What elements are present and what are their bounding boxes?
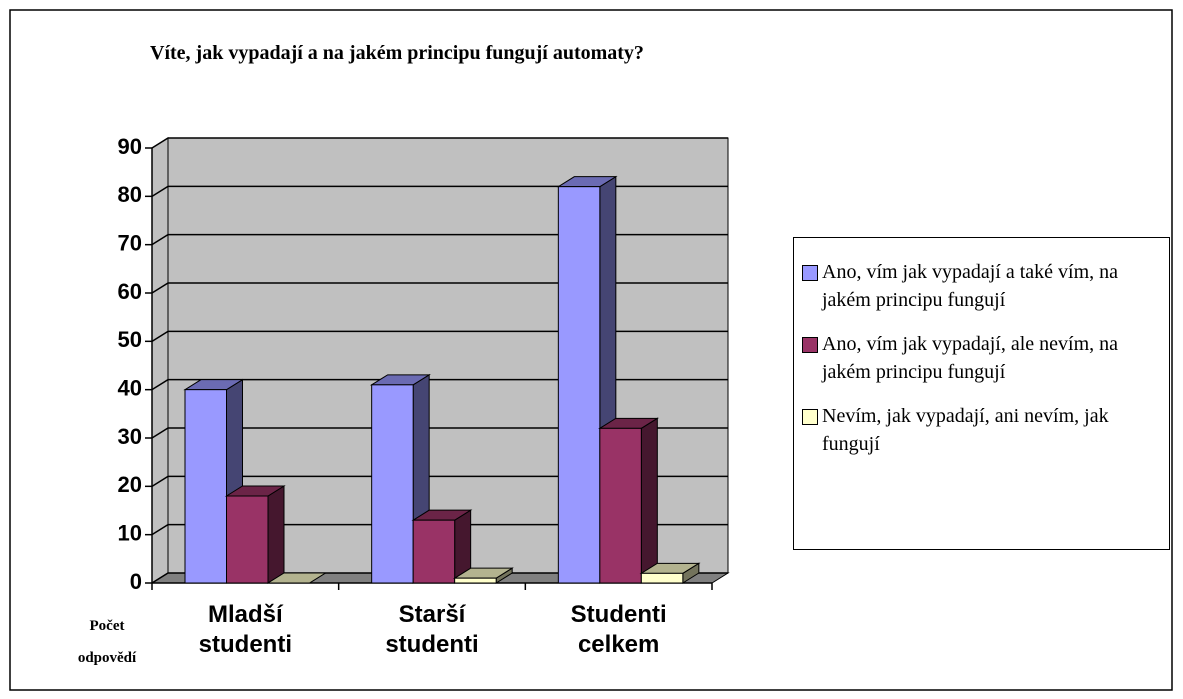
legend-swatch: [802, 265, 818, 281]
grid-line: [151, 233, 728, 246]
grid-line: [151, 523, 728, 536]
bar: [224, 485, 286, 584]
y-tick-label: 30: [118, 424, 142, 449]
legend-item: Nevím, jak vypadají, ani nevím, jak fung…: [802, 402, 1161, 458]
bar: [639, 562, 701, 584]
bar-front: [226, 495, 269, 584]
y-tick-label: 20: [118, 472, 142, 497]
grid-line: [151, 330, 728, 342]
frame: [9, 9, 1173, 691]
bar-front: [599, 427, 642, 584]
y-tick-label: 90: [118, 134, 142, 159]
bar-side: [640, 417, 658, 584]
grid-line: [151, 427, 728, 439]
legend-label: Nevím, jak vypadají, ani nevím, jak fung…: [822, 405, 1109, 455]
x-tick-label: Mladší studenti: [198, 601, 292, 658]
y-tick-label: 60: [118, 279, 142, 304]
bar-front: [184, 389, 227, 584]
y-tick-label: 40: [118, 375, 142, 400]
grid-line: [151, 475, 728, 487]
grid-line: [151, 282, 728, 294]
bar-front: [371, 384, 414, 584]
legend-label: Ano, vím jak vypadají, ale nevím, na jak…: [822, 333, 1119, 383]
bar-front: [557, 186, 601, 584]
side-wall: [151, 137, 169, 584]
y-axis-label: Počet odpovědí: [77, 618, 137, 666]
grid-line: [151, 378, 728, 391]
legend-item: Ano, vím jak vypadají, ale nevím, na jak…: [802, 330, 1161, 386]
x-tick-label: Starší studenti: [385, 601, 479, 658]
grid-line: [151, 572, 728, 584]
y-tick-label: 70: [118, 230, 142, 255]
bar-side: [267, 485, 285, 584]
grid-line: [151, 137, 728, 149]
y-tick-label: 0: [130, 569, 142, 594]
bar-top: [266, 572, 328, 584]
bar-front: [640, 572, 684, 584]
legend-item: Ano, vím jak vypadají a také vím, na jak…: [802, 258, 1161, 314]
legend-swatch: [802, 337, 818, 353]
bar: [411, 509, 473, 584]
bar: [556, 175, 618, 584]
legend-swatch: [802, 409, 818, 425]
x-tick-label: Studenti celkem: [570, 601, 667, 658]
legend: Ano, vím jak vypadají a také vím, na jak…: [793, 237, 1170, 550]
bar: [452, 567, 514, 584]
grid-line: [151, 185, 728, 197]
bar: [598, 417, 660, 584]
y-tick-label: 10: [118, 520, 142, 545]
bar-front: [454, 577, 497, 584]
y-tick-label: 50: [118, 327, 142, 352]
bar-front: [412, 519, 456, 584]
bar: [266, 572, 328, 584]
chart-title: Víte, jak vypadají a na jakém principu f…: [150, 42, 644, 64]
legend-label: Ano, vím jak vypadají a také vím, na jak…: [822, 261, 1119, 311]
y-tick-label: 80: [118, 182, 142, 207]
